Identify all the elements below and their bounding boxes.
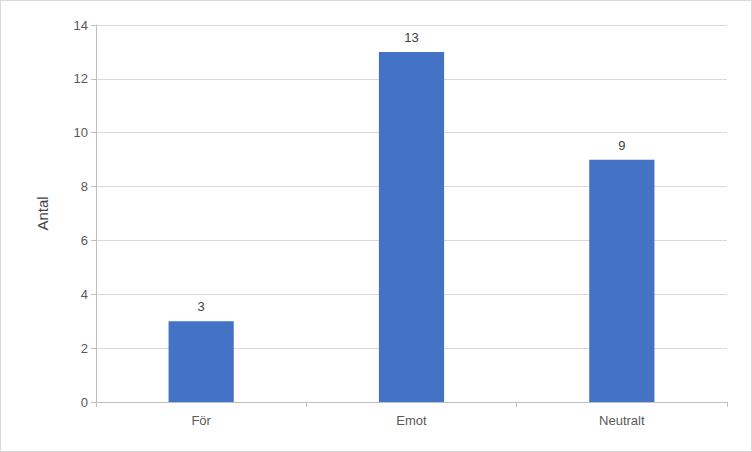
svg-text:För: För xyxy=(191,413,211,428)
svg-text:Emot: Emot xyxy=(396,413,427,428)
svg-text:8: 8 xyxy=(81,179,88,194)
svg-text:0: 0 xyxy=(81,395,88,410)
svg-text:10: 10 xyxy=(74,125,88,140)
svg-text:13: 13 xyxy=(404,30,418,45)
svg-text:4: 4 xyxy=(81,287,88,302)
svg-text:9: 9 xyxy=(618,138,625,153)
svg-text:14: 14 xyxy=(74,18,88,33)
svg-text:3: 3 xyxy=(198,299,205,314)
svg-text:6: 6 xyxy=(81,233,88,248)
svg-text:2: 2 xyxy=(81,341,88,356)
svg-text:Antal: Antal xyxy=(34,196,51,230)
svg-text:12: 12 xyxy=(74,71,88,86)
svg-text:Neutralt: Neutralt xyxy=(599,413,645,428)
